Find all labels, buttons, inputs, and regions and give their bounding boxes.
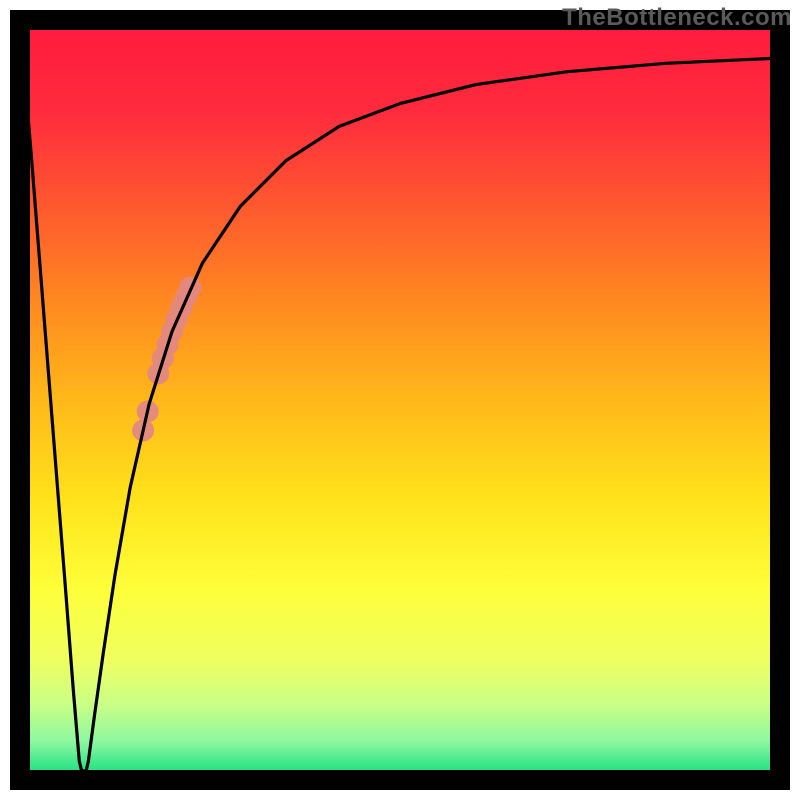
chart-svg	[0, 0, 800, 800]
bottleneck-chart: TheBottleneck.com	[0, 0, 800, 800]
plot-background	[20, 20, 780, 780]
